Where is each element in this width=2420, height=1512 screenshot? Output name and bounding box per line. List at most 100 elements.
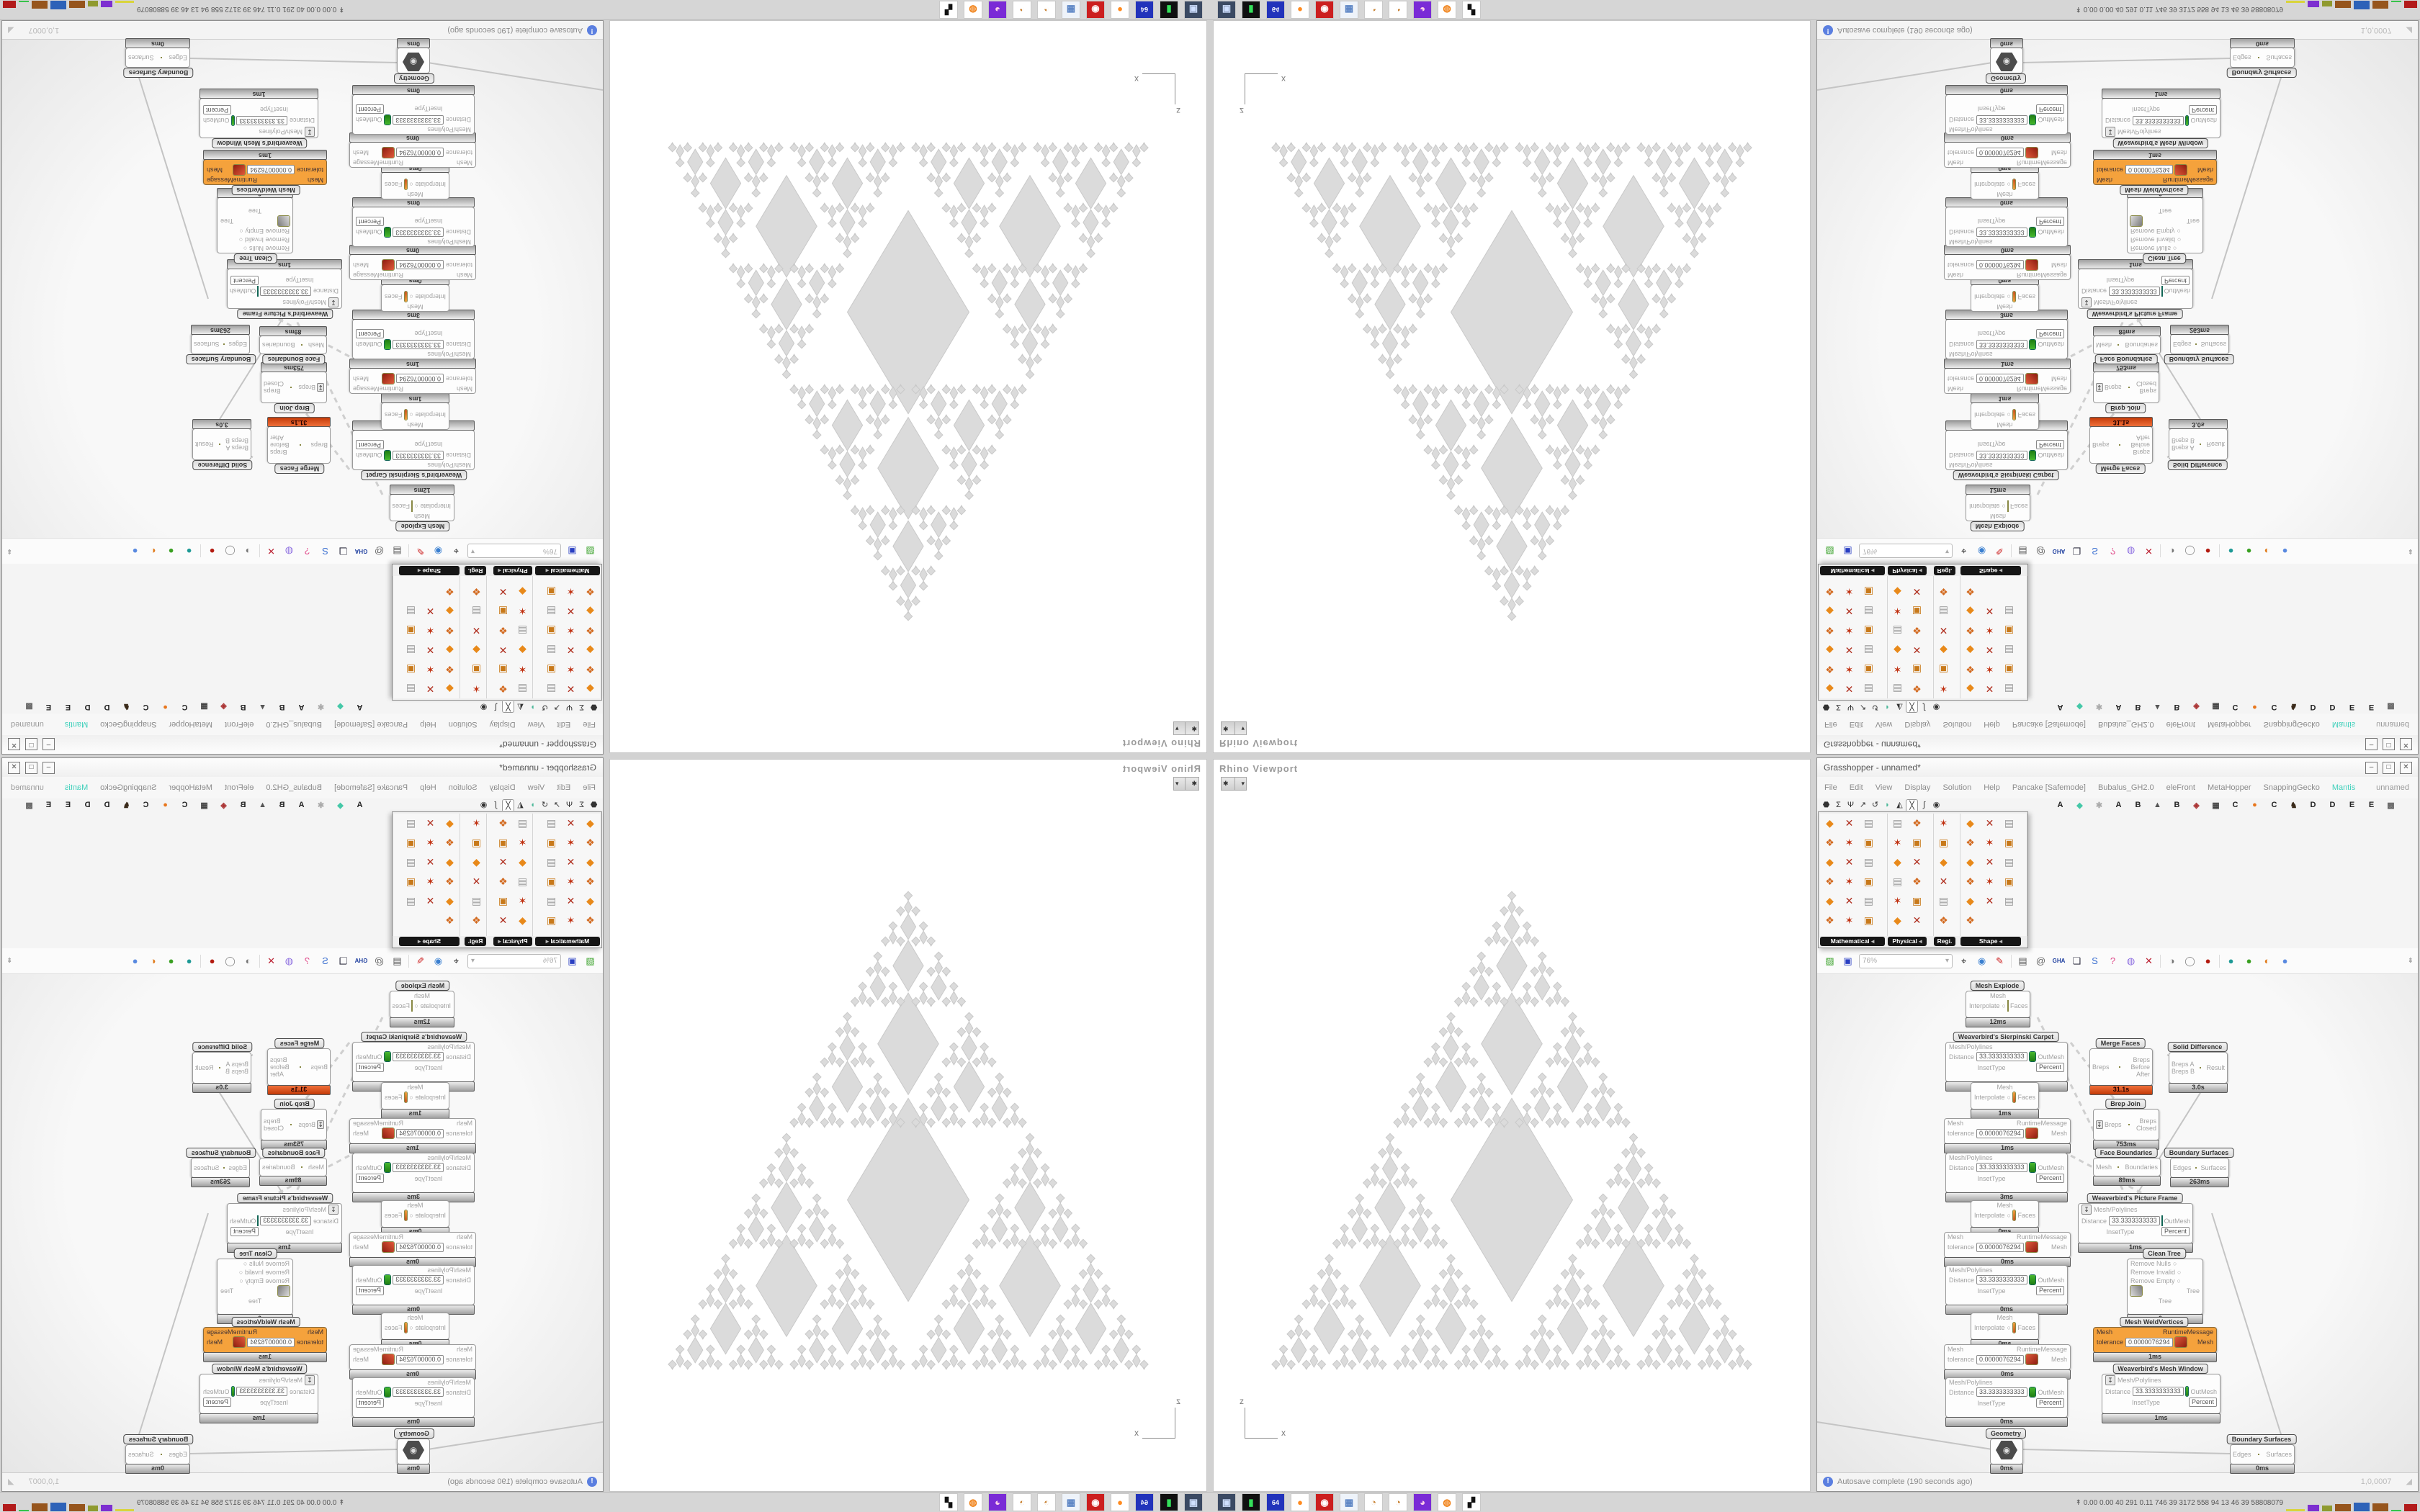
firefox-icon[interactable]: ● (1291, 1, 1309, 19)
component-icon[interactable]: ◆ (519, 644, 526, 656)
value-box[interactable]: Percent (2035, 104, 2064, 114)
screenshot-tool-icon[interactable]: ▣ (1217, 1, 1236, 19)
menu-item-file[interactable]: File (583, 720, 596, 729)
node-body[interactable]: Mesh RuntimeMessage tolerance 0.0000076294 M… (1944, 254, 2071, 280)
node-body[interactable]: Edges Surfaces (125, 48, 190, 68)
component-icon[interactable]: ▣ (1863, 586, 1874, 598)
menu-item-help[interactable]: Help (1984, 783, 2000, 792)
menu-item-view[interactable]: View (1875, 783, 1893, 792)
component-icon[interactable]: ✕ (566, 895, 575, 906)
component-icon[interactable]: ❖ (1966, 586, 1975, 598)
component-icon[interactable]: ▣ (1863, 914, 1874, 926)
node-body[interactable]: Edges Surfaces (2170, 334, 2229, 354)
component-icon[interactable]: ✕ (566, 856, 575, 868)
node-body[interactable]: Remove Nulls ○ Remove Invalid ○ Remove Empty… (2127, 197, 2203, 253)
node-body[interactable]: Mesh/Polylines Distance 33.3333333333 OutMe… (1945, 319, 2068, 359)
plugin-tab-15[interactable]: E (2349, 703, 2355, 711)
component-icon[interactable]: ◆ (446, 644, 454, 656)
plugin-tab-12[interactable]: ♞ (122, 801, 130, 810)
preview-shaded-icon[interactable]: ● (2205, 955, 2211, 966)
component-icon[interactable]: ◆ (1966, 817, 1974, 829)
value-box[interactable]: 0.0000076294 (247, 165, 295, 175)
value-box[interactable]: 0.0000076294 (1976, 260, 2024, 270)
node-body[interactable]: Mesh RuntimeMessage tolerance 0.0000076294 M… (349, 254, 476, 280)
component-icon[interactable]: ✶ (518, 895, 527, 906)
node-body[interactable]: Mesh/Polylines Distance 33.3333333333 OutMe… (352, 1377, 475, 1418)
plugin-tab-4[interactable]: B (279, 801, 285, 809)
node-body[interactable]: Mesh Interpolate ○ Faces (1971, 1200, 2039, 1228)
author-stamp-icon[interactable]: @ (2035, 546, 2046, 557)
node-canvas[interactable]: Mesh Explode Mesh Interpolate ○ Faces 12ms Wea… (1817, 974, 2418, 1474)
node-body[interactable]: Edges Surfaces (2230, 1444, 2295, 1464)
calculator-icon[interactable]: ▦ (1062, 1, 1080, 19)
value-box[interactable]: 33.3333333333 (236, 116, 287, 125)
author-stamp-icon[interactable]: @ (2035, 955, 2046, 966)
paint-palette-icon[interactable]: ◔ (1364, 1, 1383, 19)
cluster-box-icon[interactable]: ? (2110, 955, 2116, 966)
collapse-toolbar-icon[interactable]: ⇟ (6, 547, 13, 555)
preview-wireframe-icon[interactable]: ◯ (225, 955, 236, 966)
lightbulb-icon[interactable]: ◍ (2126, 546, 2136, 557)
document-preview-icon[interactable]: ● (2282, 546, 2288, 557)
component-icon[interactable]: ◆ (446, 683, 454, 695)
node-body[interactable]: Mesh Interpolate ○ Faces (381, 1082, 449, 1110)
tab-intersect[interactable]: ╳ (502, 701, 514, 713)
selected-preview-teal-icon[interactable]: ● (186, 955, 192, 966)
camera-icon[interactable]: ▤ (2018, 955, 2027, 966)
plugin-tab-7[interactable]: ◈ (220, 801, 227, 810)
node-body[interactable]: Mesh/Polylines Distance 33.3333333333 OutMe… (1945, 1265, 2068, 1305)
component-icon[interactable]: ▤ (1863, 683, 1874, 695)
component-icon[interactable]: ▣ (1938, 837, 1949, 848)
node-body[interactable]: Mesh RuntimeMessage tolerance 0.0000076294 M… (1944, 368, 2071, 394)
value-box[interactable]: 33.3333333333 (1976, 340, 2027, 349)
author-stamp-icon[interactable]: @ (374, 546, 385, 557)
value-box[interactable]: Percent (230, 276, 259, 285)
value-box[interactable]: 0.0000076294 (1976, 1354, 2024, 1364)
node-body[interactable]: Edges Surfaces (125, 1444, 190, 1464)
zoom-combo[interactable]: 76% ▾ (1859, 953, 1953, 968)
component-icon[interactable]: ◆ (1894, 914, 1901, 926)
plugin-tab-4[interactable]: B (2135, 703, 2141, 711)
wire-display-icon[interactable]: ✕ (2145, 955, 2153, 966)
component-icon[interactable]: ▣ (546, 664, 557, 675)
component-icon[interactable]: ❖ (445, 876, 454, 887)
value-box[interactable]: Percent (203, 105, 232, 114)
calculator-icon[interactable]: ▦ (1340, 1, 1358, 19)
value-box[interactable]: Percent (2035, 1174, 2064, 1183)
tab-curve[interactable]: ↺ (541, 801, 549, 809)
tab-vector[interactable]: ↗ (553, 801, 561, 809)
component-icon[interactable]: ✕ (566, 683, 575, 695)
component-icon[interactable]: ❖ (1825, 625, 1834, 636)
component-icon[interactable]: ▣ (471, 837, 482, 848)
palette-category-regi[interactable]: Regi. (1934, 937, 1955, 946)
plugin-tab-8[interactable]: ▦ (200, 702, 208, 711)
selected-preview-orange-icon[interactable]: ◐ (150, 546, 156, 557)
component-icon[interactable]: ▤ (405, 817, 416, 829)
plugin-tab-5[interactable]: ▲ (2154, 703, 2161, 711)
component-icon[interactable]: ✕ (1985, 644, 1994, 656)
component-icon[interactable]: ◆ (586, 606, 594, 617)
palette-category-mathematical[interactable]: Mathematical ◂ (1820, 566, 1885, 575)
menu-item-solution[interactable]: Solution (1942, 783, 1972, 792)
tab-intersect[interactable]: ╳ (502, 799, 514, 811)
tab-surface[interactable]: ◗ (530, 801, 535, 809)
component-icon[interactable]: ✕ (1912, 586, 1922, 598)
rhino-viewport[interactable]: Rhino Viewport ✱ ▾ z x (1213, 20, 1811, 753)
node-body[interactable]: Mesh/Polylines Distance 33.3333333333 OutMe… (352, 1042, 475, 1082)
component-icon[interactable]: ❖ (498, 876, 508, 887)
menu-item-edit[interactable]: Edit (1849, 720, 1863, 729)
node-body[interactable]: Breps Breps Before After (2089, 426, 2153, 464)
menu-item-pancake-safemode-[interactable]: Pancake [Safemode] (2012, 783, 2086, 792)
node-body[interactable]: Mesh/Polylines Distance 33.3333333333 OutMe… (1945, 1377, 2068, 1418)
menu-item-display[interactable]: Display (489, 783, 516, 792)
component-icon[interactable]: ❖ (445, 625, 454, 636)
node-body[interactable]: Breps A Breps B Result (192, 428, 251, 460)
component-icon[interactable]: ✶ (566, 625, 575, 636)
paint-palette-icon[interactable]: ◔ (1364, 1493, 1383, 1511)
rhino-icon[interactable]: ▞ (1462, 1493, 1481, 1511)
red-app-icon[interactable]: ◉ (1315, 1493, 1334, 1511)
component-icon[interactable]: ✶ (1939, 817, 1948, 829)
preview-wireframe-icon[interactable]: ◯ (225, 546, 236, 557)
plugin-tab-8[interactable]: ▦ (2212, 801, 2220, 810)
node-body[interactable]: Mesh RuntimeMessage tolerance 0.0000076294 M… (349, 1232, 476, 1258)
